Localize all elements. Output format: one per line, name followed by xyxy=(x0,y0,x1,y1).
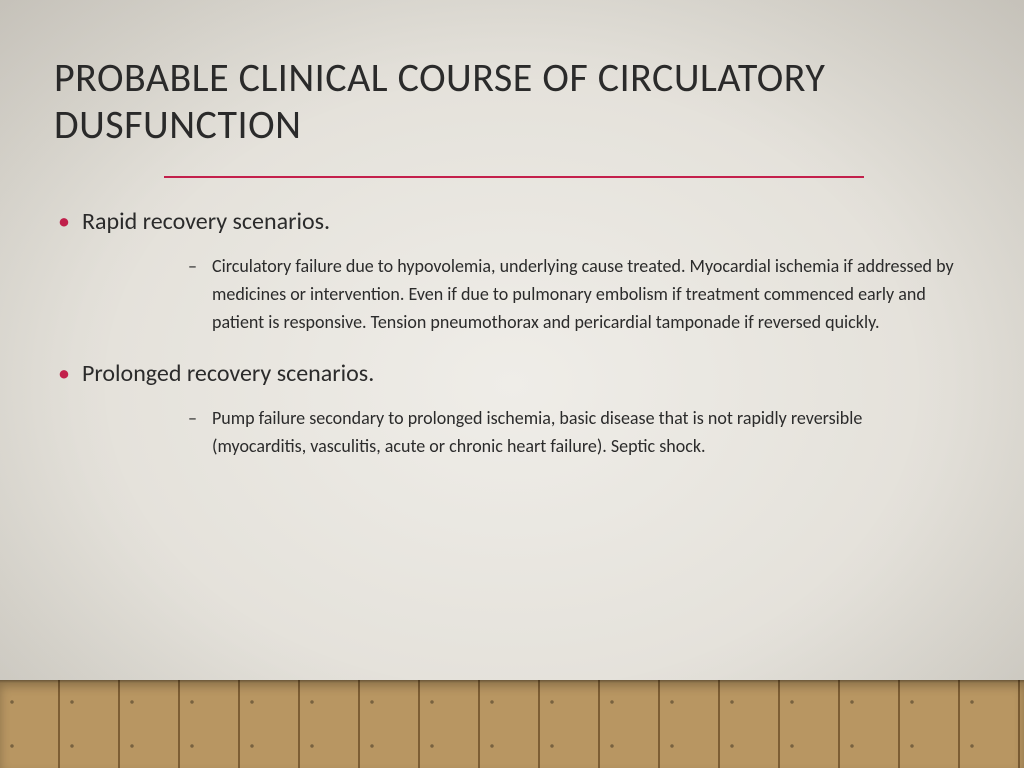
bullet-l2: Pump failure secondary to prolonged isch… xyxy=(212,405,970,461)
bullet-sublist: Circulatory failure due to hypovolemia, … xyxy=(212,253,970,337)
bullet-l1: Rapid recovery scenarios. Circulatory fa… xyxy=(82,206,970,336)
bullet-l1-text: Rapid recovery scenarios. xyxy=(82,207,330,236)
bullet-list: Rapid recovery scenarios. Circulatory fa… xyxy=(54,206,970,460)
slide-content: PROBABLE CLINICAL COURSE OF CIRCULATORY … xyxy=(54,54,970,483)
bullet-sublist: Pump failure secondary to prolonged isch… xyxy=(212,405,970,461)
wood-floor xyxy=(0,680,1024,768)
divider-rule xyxy=(164,176,864,178)
slide: PROBABLE CLINICAL COURSE OF CIRCULATORY … xyxy=(0,0,1024,768)
bullet-l1-text: Prolonged recovery scenarios. xyxy=(82,359,374,388)
bullet-l2: Circulatory failure due to hypovolemia, … xyxy=(212,253,970,337)
slide-title: PROBABLE CLINICAL COURSE OF CIRCULATORY … xyxy=(54,54,970,148)
bullet-l1: Prolonged recovery scenarios. Pump failu… xyxy=(82,358,970,460)
